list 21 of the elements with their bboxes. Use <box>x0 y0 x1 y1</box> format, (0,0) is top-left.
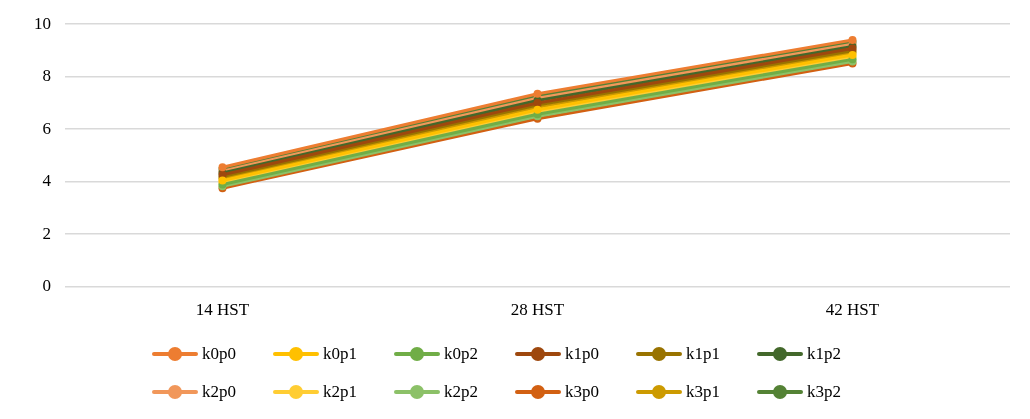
x-tick-label: 42 HST <box>825 300 880 320</box>
legend-label: k2p2 <box>444 382 478 402</box>
legend-label: k3p0 <box>565 382 599 402</box>
legend-label: k1p0 <box>565 344 599 364</box>
y-tick-label: 8 <box>42 66 51 86</box>
y-tick-label: 4 <box>42 171 52 191</box>
legend-label: k1p2 <box>807 344 841 364</box>
x-tick-label: 28 HST <box>510 300 565 320</box>
legend-label: k3p2 <box>807 382 841 402</box>
legend-label: k0p0 <box>202 344 236 364</box>
legend-label: k2p1 <box>323 382 357 402</box>
legend-label: k2p0 <box>202 382 236 402</box>
y-tick-label: 2 <box>42 223 51 243</box>
legend-label: k1p1 <box>686 344 720 364</box>
legend-label: k0p2 <box>444 344 478 364</box>
y-tick-label: 10 <box>34 13 51 33</box>
legend-label: k0p1 <box>323 344 357 364</box>
legend-label: k3p1 <box>686 382 720 402</box>
y-tick-label: 6 <box>42 118 51 138</box>
y-tick-label: 0 <box>42 276 51 296</box>
x-tick-label: 14 HST <box>195 300 250 320</box>
